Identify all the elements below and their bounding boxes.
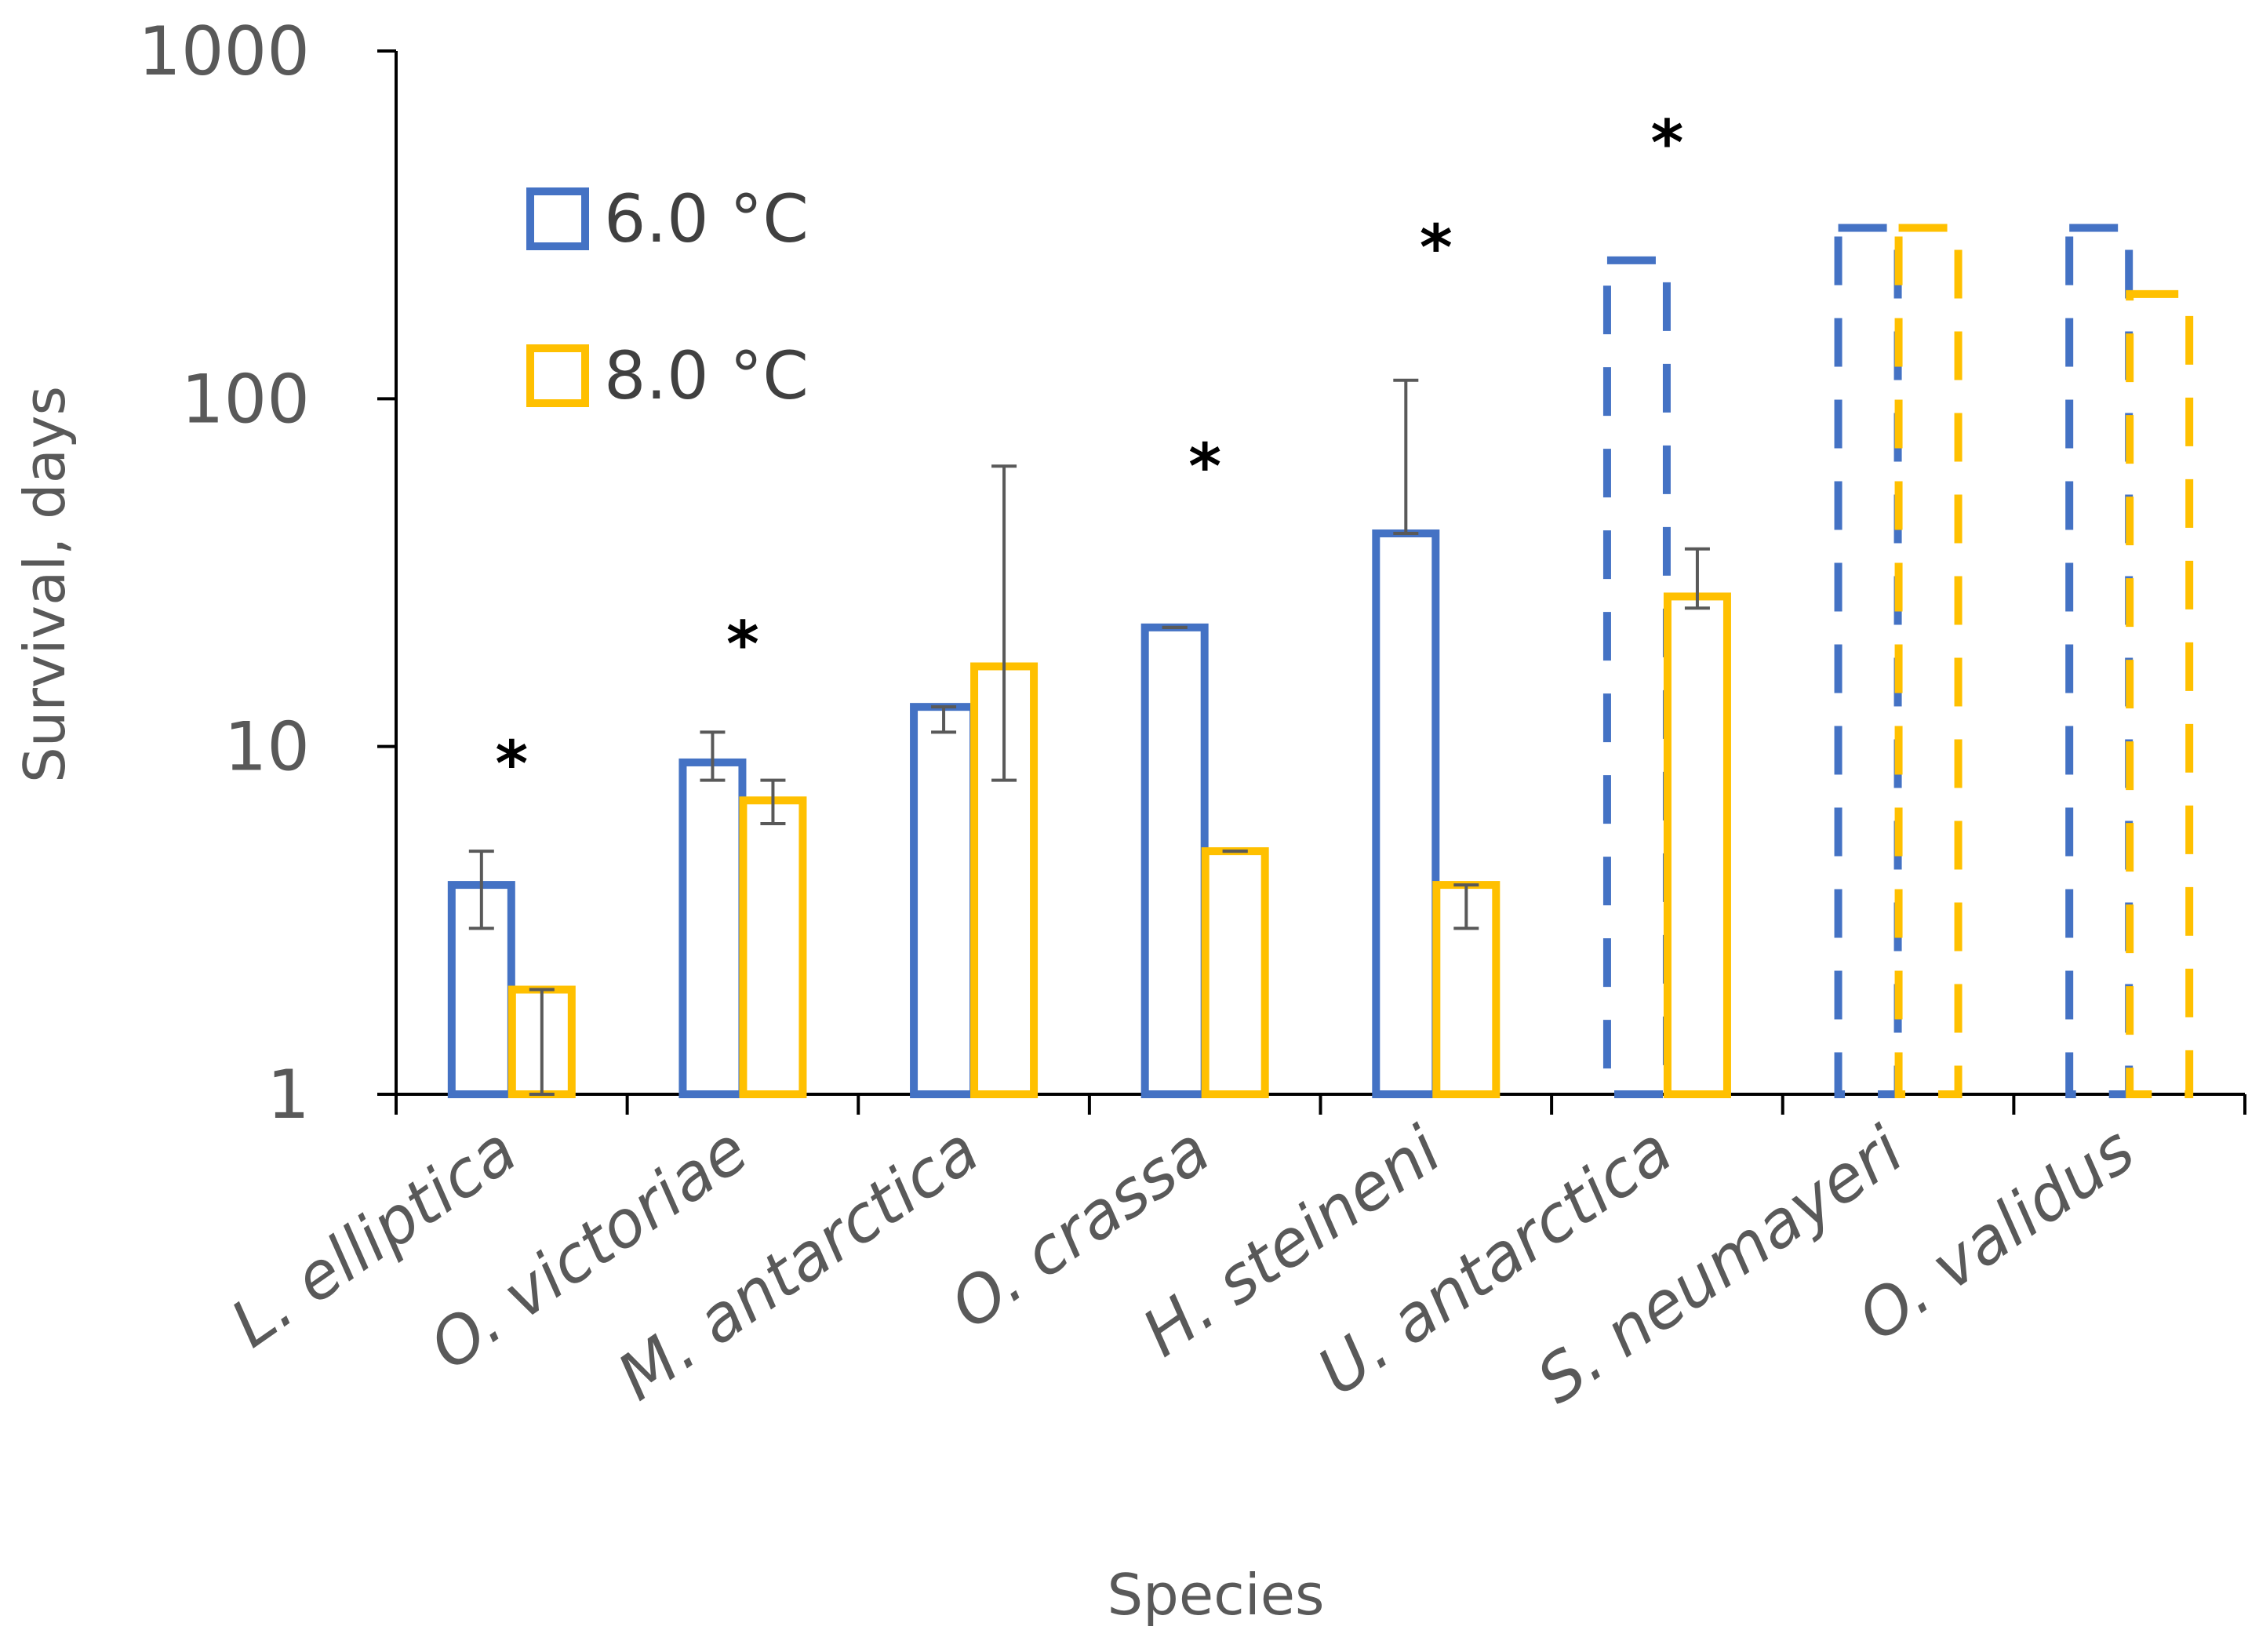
- legend-item-6-0-c: 6.0 °C: [526, 180, 809, 257]
- y-tick-label: 1000: [138, 13, 310, 91]
- significance-markers: * * * * *: [495, 107, 1683, 801]
- legend-item-8-0-c: 8.0 °C: [526, 337, 809, 414]
- significance-marker-h-steineni: *: [1420, 211, 1453, 284]
- error-bars: [468, 378, 1710, 1096]
- y-ticks: 1 10 100 1000: [138, 13, 396, 1134]
- significance-marker-u-antarctica: *: [1651, 107, 1684, 180]
- legend-swatch: [526, 187, 589, 250]
- bar-6-0-c-m-antarctica: [910, 703, 978, 1098]
- bar-6-0-c-h-steineni: [1372, 529, 1440, 1098]
- error-bar-8-0-c-h-steineni: [1453, 883, 1479, 930]
- significance-marker-l-elliptica: *: [495, 728, 528, 801]
- bar-6-0-c-s-neumayeri: [1834, 224, 1902, 1098]
- error-bar-6-0-c-m-antarctica: [931, 705, 957, 734]
- bar-8-0-c-u-antarctica: [1663, 592, 1731, 1098]
- bar-6-0-c-u-antarctica: [1602, 256, 1671, 1099]
- error-bar-6-0-c-o-victoriae: [700, 730, 726, 782]
- y-axis-title: Survival, days: [12, 386, 78, 783]
- error-bar-6-0-c-h-steineni: [1393, 378, 1419, 535]
- bar-6-0-c-o-crassa: [1140, 623, 1209, 1098]
- x-axis-title: Species: [1107, 1562, 1324, 1628]
- bar-8-0-c-o-victoriae: [739, 796, 807, 1098]
- error-bar-8-0-c-l-elliptica: [529, 988, 555, 1096]
- bar-6-0-c-o-victoriae: [678, 758, 747, 1099]
- error-bar-8-0-c-u-antarctica: [1684, 547, 1710, 610]
- bar-6-0-c-o-validus: [2065, 224, 2134, 1098]
- bar-8-0-c-o-validus: [2126, 289, 2194, 1098]
- bar-8-0-c-s-neumayeri: [1894, 224, 1963, 1098]
- legend: 6.0 °C 8.0 °C: [526, 180, 809, 414]
- y-tick-label: 1: [267, 1056, 310, 1134]
- y-tick-label: 100: [181, 360, 310, 438]
- legend-swatch: [526, 344, 589, 407]
- bar-8-0-c-o-crassa: [1201, 847, 1269, 1098]
- error-bar-6-0-c-l-elliptica: [468, 850, 494, 930]
- error-bar-8-0-c-o-victoriae: [760, 778, 786, 826]
- significance-marker-o-victoriae: *: [726, 608, 759, 681]
- y-tick-label: 10: [224, 708, 310, 787]
- legend-label: 8.0 °C: [604, 337, 809, 414]
- significance-marker-o-crassa: *: [1188, 431, 1221, 504]
- error-bar-8-0-c-m-antarctica: [991, 464, 1017, 782]
- legend-label: 6.0 °C: [604, 180, 809, 257]
